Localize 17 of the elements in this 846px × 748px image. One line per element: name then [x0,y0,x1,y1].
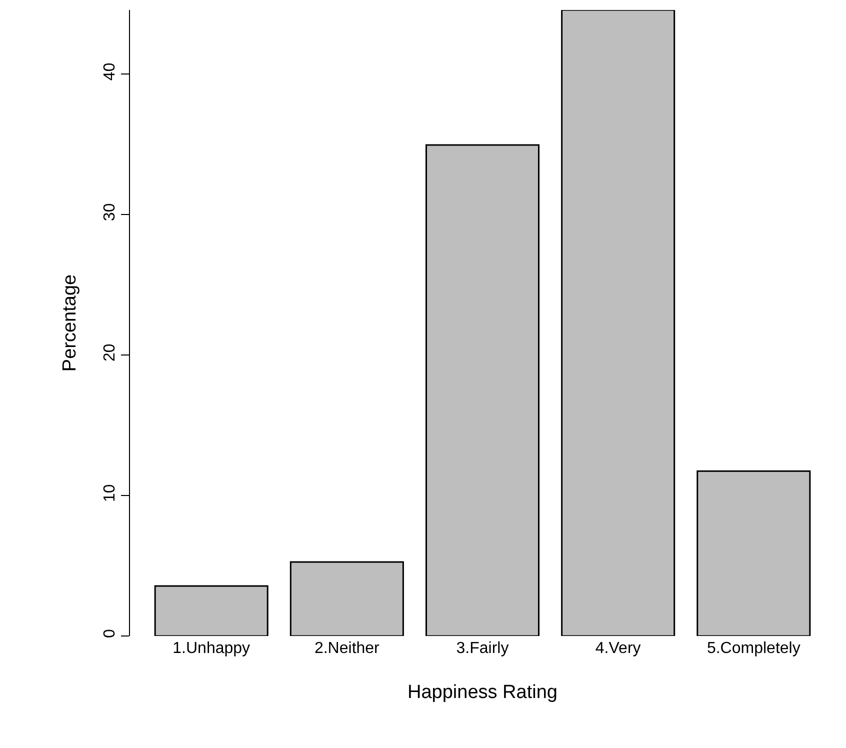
bar [154,585,268,636]
x-tick-label: 1.Unhappy [172,640,250,657]
bar [290,561,404,636]
y-tick-label: 10 [102,484,119,502]
x-tick-label: 3.Fairly [456,640,509,657]
y-axis-title: Percentage [59,274,80,372]
x-tick-label: 5.Completely [706,640,800,657]
y-tick-label: 40 [102,62,119,81]
bar [561,10,676,636]
x-tick-label: 2.Neither [314,640,380,657]
x-tick-label: 4.Very [595,640,641,657]
y-tick-label: 0 [102,629,119,638]
bar [696,470,811,636]
bar [425,144,540,636]
y-tick-label: 30 [102,203,119,222]
x-axis-title: Happiness Rating [408,682,558,703]
y-tick-label: 20 [102,344,119,362]
